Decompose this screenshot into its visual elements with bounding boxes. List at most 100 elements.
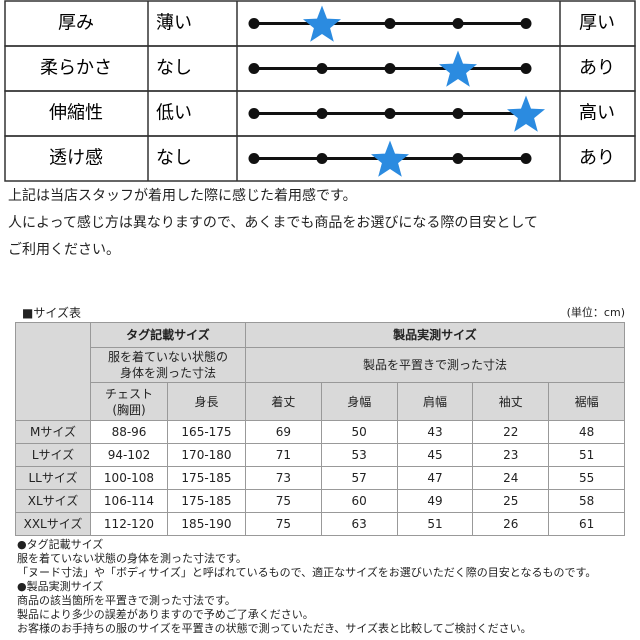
group-note: 製品を平置きで測った寸法 xyxy=(245,347,625,383)
scale-dot xyxy=(452,153,464,164)
cell: 48 xyxy=(548,420,625,444)
rating-star xyxy=(507,95,545,132)
footnote-line: 服を着ていない状態の身体を測った寸法です。 xyxy=(17,552,247,565)
note-line: ご利用ください。 xyxy=(8,242,120,258)
footnote-line: 「ヌード寸法」や「ボディサイズ」と呼ばれているもので、適正なサイズをお選びいただ… xyxy=(17,566,597,579)
cell: 53 xyxy=(320,443,398,467)
data-row: Mサイズ 88-96 165-175 69 50 43 22 48 xyxy=(15,420,625,444)
cell: 23 xyxy=(472,443,550,467)
rating-star xyxy=(439,50,477,87)
size-table: タグ記載サイズ 製品実測サイズ 服を着ていない状態の 身体を測った寸法 製品を平置きで… xyxy=(15,322,625,536)
cell: 185-190 xyxy=(167,512,246,536)
row-header: Mサイズ xyxy=(15,420,91,444)
cell: 47 xyxy=(396,466,474,490)
rating-label: 透け感 xyxy=(49,148,103,169)
cell: 88-96 xyxy=(90,420,168,444)
rating-high: あり xyxy=(579,148,615,169)
scale-dot xyxy=(384,18,396,29)
rating-low: なし xyxy=(156,58,192,79)
scale-dot xyxy=(520,153,532,164)
scale-dot xyxy=(520,18,532,29)
cell: 51 xyxy=(396,512,474,536)
group-header: 製品実測サイズ xyxy=(245,322,625,348)
cell: 24 xyxy=(472,466,550,490)
size-unit: (単位：cm) xyxy=(566,306,625,319)
rating-high: 高い xyxy=(579,103,615,124)
scale-dot xyxy=(316,153,328,164)
rating-label: 伸縮性 xyxy=(49,103,103,124)
data-row: LLサイズ 100-108 175-185 73 57 47 24 55 xyxy=(15,466,625,490)
cell: 71 xyxy=(245,443,322,467)
scale-dot xyxy=(248,153,260,164)
cell: 106-114 xyxy=(90,489,168,513)
rating-high: 厚い xyxy=(579,13,615,34)
row-header: LLサイズ xyxy=(15,466,91,490)
cell: 175-185 xyxy=(167,489,246,513)
footnote-line: 商品の該当箇所を平置きで測った寸法です。 xyxy=(17,594,236,607)
note-line: 人によって感じ方は異なりますので、あくまでも商品をお選びになる際の目安として xyxy=(8,215,538,231)
column-header: 袖丈 xyxy=(472,382,550,421)
rating-label: 柔らかさ xyxy=(40,58,112,79)
column-header: 着丈 xyxy=(245,382,322,421)
column-header: チェスト (胸囲) xyxy=(90,382,168,421)
scale-dot xyxy=(452,108,464,119)
note-line: 上記は当店スタッフが着用した際に感じた着用感です。 xyxy=(8,188,357,204)
cell: 57 xyxy=(320,466,398,490)
footnote-line: ●タグ記載サイズ xyxy=(17,538,104,551)
footnote-line: 製品により多少の誤差がありますので予めご了承ください。 xyxy=(17,608,314,621)
cell: 75 xyxy=(245,489,322,513)
footnote-line: ●製品実測サイズ xyxy=(17,580,104,593)
cell: 63 xyxy=(320,512,398,536)
column-header: 身幅 xyxy=(320,382,398,421)
row-header: XLサイズ xyxy=(15,489,91,513)
scale-dot xyxy=(248,108,260,119)
rating-high: あり xyxy=(579,58,615,79)
cell: 25 xyxy=(472,489,550,513)
header-row: タグ記載サイズ 製品実測サイズ xyxy=(15,322,625,421)
scale-dot xyxy=(316,108,328,119)
cell: 49 xyxy=(396,489,474,513)
cell: 58 xyxy=(548,489,625,513)
rating-low: なし xyxy=(156,148,192,169)
rating-low: 低い xyxy=(156,103,192,124)
column-header: 身長 xyxy=(167,382,246,421)
scale-dot xyxy=(384,63,396,74)
cell: 43 xyxy=(396,420,474,444)
scale-dot xyxy=(248,63,260,74)
header-row: チェスト (胸囲) 身長 着丈 身幅 肩幅 袖丈 裾幅 xyxy=(16,382,625,421)
notes: 上記は当店スタッフが着用した際に感じた着用感です。人によって感じ方は異なりますの… xyxy=(8,183,538,264)
scale-dot xyxy=(384,108,396,119)
rating-label: 厚み xyxy=(58,13,94,34)
cell: 165-175 xyxy=(167,420,246,444)
cell: 45 xyxy=(396,443,474,467)
row-header: Lサイズ xyxy=(15,443,91,467)
cell: 73 xyxy=(245,466,322,490)
column-header: 肩幅 xyxy=(396,382,474,421)
data-row: XXLサイズ 112-120 185-190 75 63 51 26 61 xyxy=(15,512,625,536)
rating-star xyxy=(303,5,341,42)
cell: 22 xyxy=(472,420,550,444)
scale-dot xyxy=(316,63,328,74)
data-row: Lサイズ 94-102 170-180 71 53 45 23 51 xyxy=(15,443,625,467)
scale-dot xyxy=(452,18,464,29)
group-header: タグ記載サイズ xyxy=(90,322,246,348)
data-row: XLサイズ 106-114 175-185 75 60 49 25 58 xyxy=(15,489,625,513)
column-header: 裾幅 xyxy=(548,382,625,421)
cell: 26 xyxy=(472,512,550,536)
cell: 112-120 xyxy=(90,512,168,536)
cell: 50 xyxy=(320,420,398,444)
cell: 94-102 xyxy=(90,443,168,467)
group-note: 服を着ていない状態の 身体を測った寸法 xyxy=(90,347,246,383)
scale-dot xyxy=(520,63,532,74)
scale-dot xyxy=(248,18,260,29)
rating-star xyxy=(371,140,409,177)
header-row: 服を着ていない状態の 身体を測った寸法 製品を平置きで測った寸法 xyxy=(16,347,625,383)
row-border xyxy=(4,135,636,182)
cell: 75 xyxy=(245,512,322,536)
cell: 175-185 xyxy=(167,466,246,490)
cell: 51 xyxy=(548,443,625,467)
corner xyxy=(15,322,91,421)
cell: 55 xyxy=(548,466,625,490)
